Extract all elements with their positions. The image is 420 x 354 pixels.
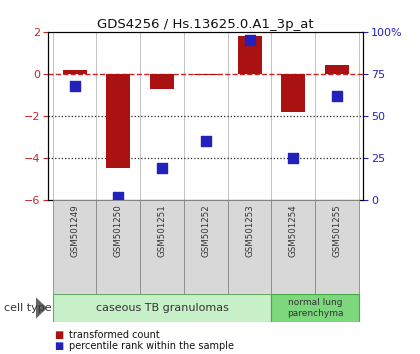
Point	[290, 155, 297, 161]
Text: transformed count: transformed count	[69, 330, 160, 339]
Bar	[271, 294, 359, 322]
Text: GSM501249: GSM501249	[70, 205, 79, 257]
Text: percentile rank within the sample: percentile rank within the sample	[69, 341, 234, 351]
Polygon shape	[36, 298, 46, 318]
Bar	[140, 200, 184, 294]
Bar	[228, 200, 271, 294]
Point	[71, 83, 78, 88]
Bar	[63, 70, 87, 74]
Bar	[150, 74, 174, 88]
Text: GSM501253: GSM501253	[245, 205, 254, 257]
Bar	[271, 200, 315, 294]
Text: cell type: cell type	[4, 303, 52, 313]
Text: GSM501250: GSM501250	[114, 205, 123, 257]
Bar	[325, 65, 349, 74]
Text: ■: ■	[55, 330, 64, 339]
Bar	[281, 74, 305, 112]
Bar	[238, 36, 262, 74]
Text: GSM501255: GSM501255	[333, 205, 341, 257]
Point	[246, 38, 253, 43]
Point	[202, 138, 209, 144]
Bar	[52, 294, 271, 322]
Text: ■: ■	[55, 341, 64, 351]
Bar	[52, 200, 97, 294]
Text: GSM501254: GSM501254	[289, 205, 298, 257]
Point	[159, 165, 165, 171]
Text: GSM501251: GSM501251	[158, 205, 167, 257]
Bar	[315, 200, 359, 294]
Bar	[106, 74, 130, 169]
Bar	[194, 74, 218, 75]
Text: caseous TB granulomas: caseous TB granulomas	[96, 303, 228, 313]
Point	[334, 93, 341, 98]
Bar	[184, 200, 228, 294]
Point	[115, 194, 122, 200]
Title: GDS4256 / Hs.13625.0.A1_3p_at: GDS4256 / Hs.13625.0.A1_3p_at	[97, 18, 314, 31]
Bar	[97, 200, 140, 294]
Text: normal lung
parenchyma: normal lung parenchyma	[287, 298, 344, 318]
Text: GSM501252: GSM501252	[201, 205, 210, 257]
